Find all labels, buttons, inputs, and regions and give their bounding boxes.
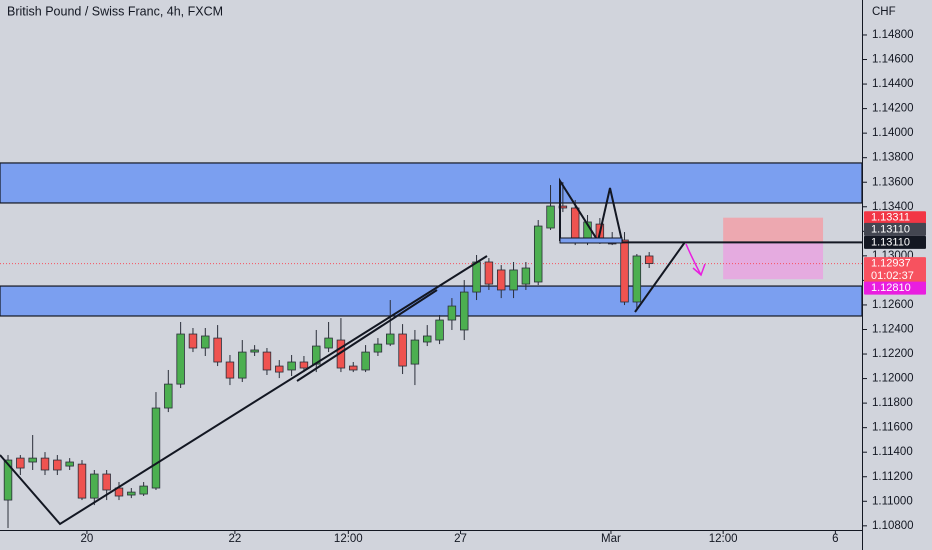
price-labels: 1.14800 1.14600 1.14400 1.14200 1.14000 1.138… xyxy=(81,29,926,545)
trend-line xyxy=(296,289,438,382)
candle-body xyxy=(447,305,457,321)
y-tick-label: 1.13800 xyxy=(872,152,914,164)
candle-body xyxy=(28,457,37,463)
price-label-box xyxy=(864,222,926,236)
x-tick-label: 12:00 xyxy=(334,533,363,545)
candle-body xyxy=(164,383,173,409)
candle-body xyxy=(287,361,296,371)
price-label: 1.12937 xyxy=(871,257,911,269)
candle-body xyxy=(361,351,370,371)
neckline-box xyxy=(559,237,623,244)
candle-body xyxy=(644,255,654,264)
y-tick-label: 1.14800 xyxy=(872,29,914,41)
price-label-box xyxy=(864,235,926,249)
candle-body xyxy=(65,461,74,467)
candle-body xyxy=(188,333,198,349)
candle-body xyxy=(201,335,210,349)
zones-layer xyxy=(0,34,867,534)
candle-body xyxy=(213,337,222,363)
candle-body xyxy=(373,343,383,353)
y-tick-label: 1.12400 xyxy=(872,324,914,336)
y-tick-label: 1.14400 xyxy=(872,78,914,90)
y-tick-label: 1.11800 xyxy=(872,397,913,409)
candle-body xyxy=(632,255,642,303)
candle-body xyxy=(386,333,395,345)
price-label-box xyxy=(864,281,926,295)
candle-body xyxy=(127,491,136,496)
candle-body xyxy=(176,333,185,385)
x-tick-label: 6 xyxy=(832,533,838,545)
candle-body xyxy=(40,457,50,471)
y-tick-label: 1.12200 xyxy=(872,348,914,360)
candle-body xyxy=(546,205,555,229)
candle-body xyxy=(423,335,432,343)
candle-body xyxy=(16,457,25,469)
x-tick-label: 27 xyxy=(454,533,467,545)
arrow xyxy=(685,243,702,276)
trend-line xyxy=(0,255,488,526)
price-label: 1.13110 xyxy=(871,236,910,248)
drawings xyxy=(0,177,706,526)
price-label: 1.12810 xyxy=(871,282,911,294)
price-label-box xyxy=(864,257,926,284)
candle-body xyxy=(521,267,531,285)
candle-body xyxy=(151,407,161,489)
price-label-box xyxy=(864,211,926,225)
candle-body xyxy=(484,261,494,285)
y-tick-label: 1.11600 xyxy=(872,422,913,434)
candle-body xyxy=(620,239,629,303)
y-tick-label: 1.11200 xyxy=(872,471,913,483)
candle-body xyxy=(324,337,333,349)
x-tick-label: 12:00 xyxy=(709,533,738,545)
candle-body xyxy=(225,361,235,379)
candle-body xyxy=(410,339,420,365)
y-tick-label: 1.13400 xyxy=(872,201,914,213)
candle-body xyxy=(275,365,284,373)
y-tick-label: 1.11400 xyxy=(872,446,913,458)
candle-body xyxy=(90,473,99,499)
stop-area xyxy=(723,217,824,243)
x-tick-label: 22 xyxy=(228,533,241,545)
y-tick-label: 1.13600 xyxy=(872,176,914,188)
y-tick-label: 1.10800 xyxy=(872,520,914,532)
candle-body xyxy=(139,485,148,495)
x-tick-label: 20 xyxy=(81,533,94,545)
candle-body xyxy=(496,269,506,291)
candle-body xyxy=(398,333,407,367)
candle-body xyxy=(435,319,444,341)
y-tick-label: 1.12600 xyxy=(872,299,914,311)
countdown: 01:02:37 xyxy=(871,270,914,282)
candle-body xyxy=(460,291,469,331)
zone xyxy=(0,162,863,204)
y-tick-label: 1.14600 xyxy=(872,54,914,66)
axis-unit: CHF xyxy=(872,6,896,18)
candle-body xyxy=(3,459,13,501)
y-tick-label: 1.14200 xyxy=(872,103,914,115)
trend-line xyxy=(634,241,686,313)
candle-body xyxy=(262,351,272,371)
price-label: 1.13311 xyxy=(871,212,910,224)
candle-body xyxy=(250,349,259,353)
arrow-head xyxy=(692,263,706,277)
chart-title: British Pound / Swiss Franc, 4h, FXCM xyxy=(7,4,223,18)
y-tick-label: 1.12000 xyxy=(872,373,914,385)
candle-body xyxy=(299,361,309,369)
candle-body xyxy=(102,473,111,491)
y-tick-label: 1.11000 xyxy=(872,495,913,507)
candle-body xyxy=(349,365,358,371)
candle-body xyxy=(570,207,580,241)
candle-body xyxy=(77,463,87,499)
candle-body xyxy=(472,261,481,293)
candle-body xyxy=(509,269,518,291)
candle-body xyxy=(53,459,62,471)
candle-body xyxy=(533,225,543,283)
target-area xyxy=(723,242,824,280)
candle-body xyxy=(238,351,247,379)
x-tick-label: Mar xyxy=(601,533,621,545)
price-label: 1.13110 xyxy=(871,223,910,235)
y-tick-label: 1.14000 xyxy=(872,127,914,139)
